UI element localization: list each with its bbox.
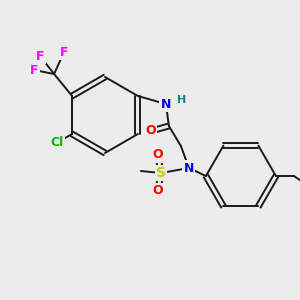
Text: H: H	[177, 95, 187, 105]
Text: F: F	[36, 50, 44, 62]
Text: F: F	[60, 46, 68, 59]
Text: S: S	[156, 166, 166, 180]
Text: O: O	[153, 184, 163, 197]
Text: O: O	[153, 148, 163, 161]
Text: F: F	[30, 64, 38, 76]
Text: O: O	[146, 124, 156, 137]
Text: Cl: Cl	[51, 136, 64, 149]
Text: N: N	[161, 98, 171, 110]
Text: N: N	[184, 161, 194, 175]
